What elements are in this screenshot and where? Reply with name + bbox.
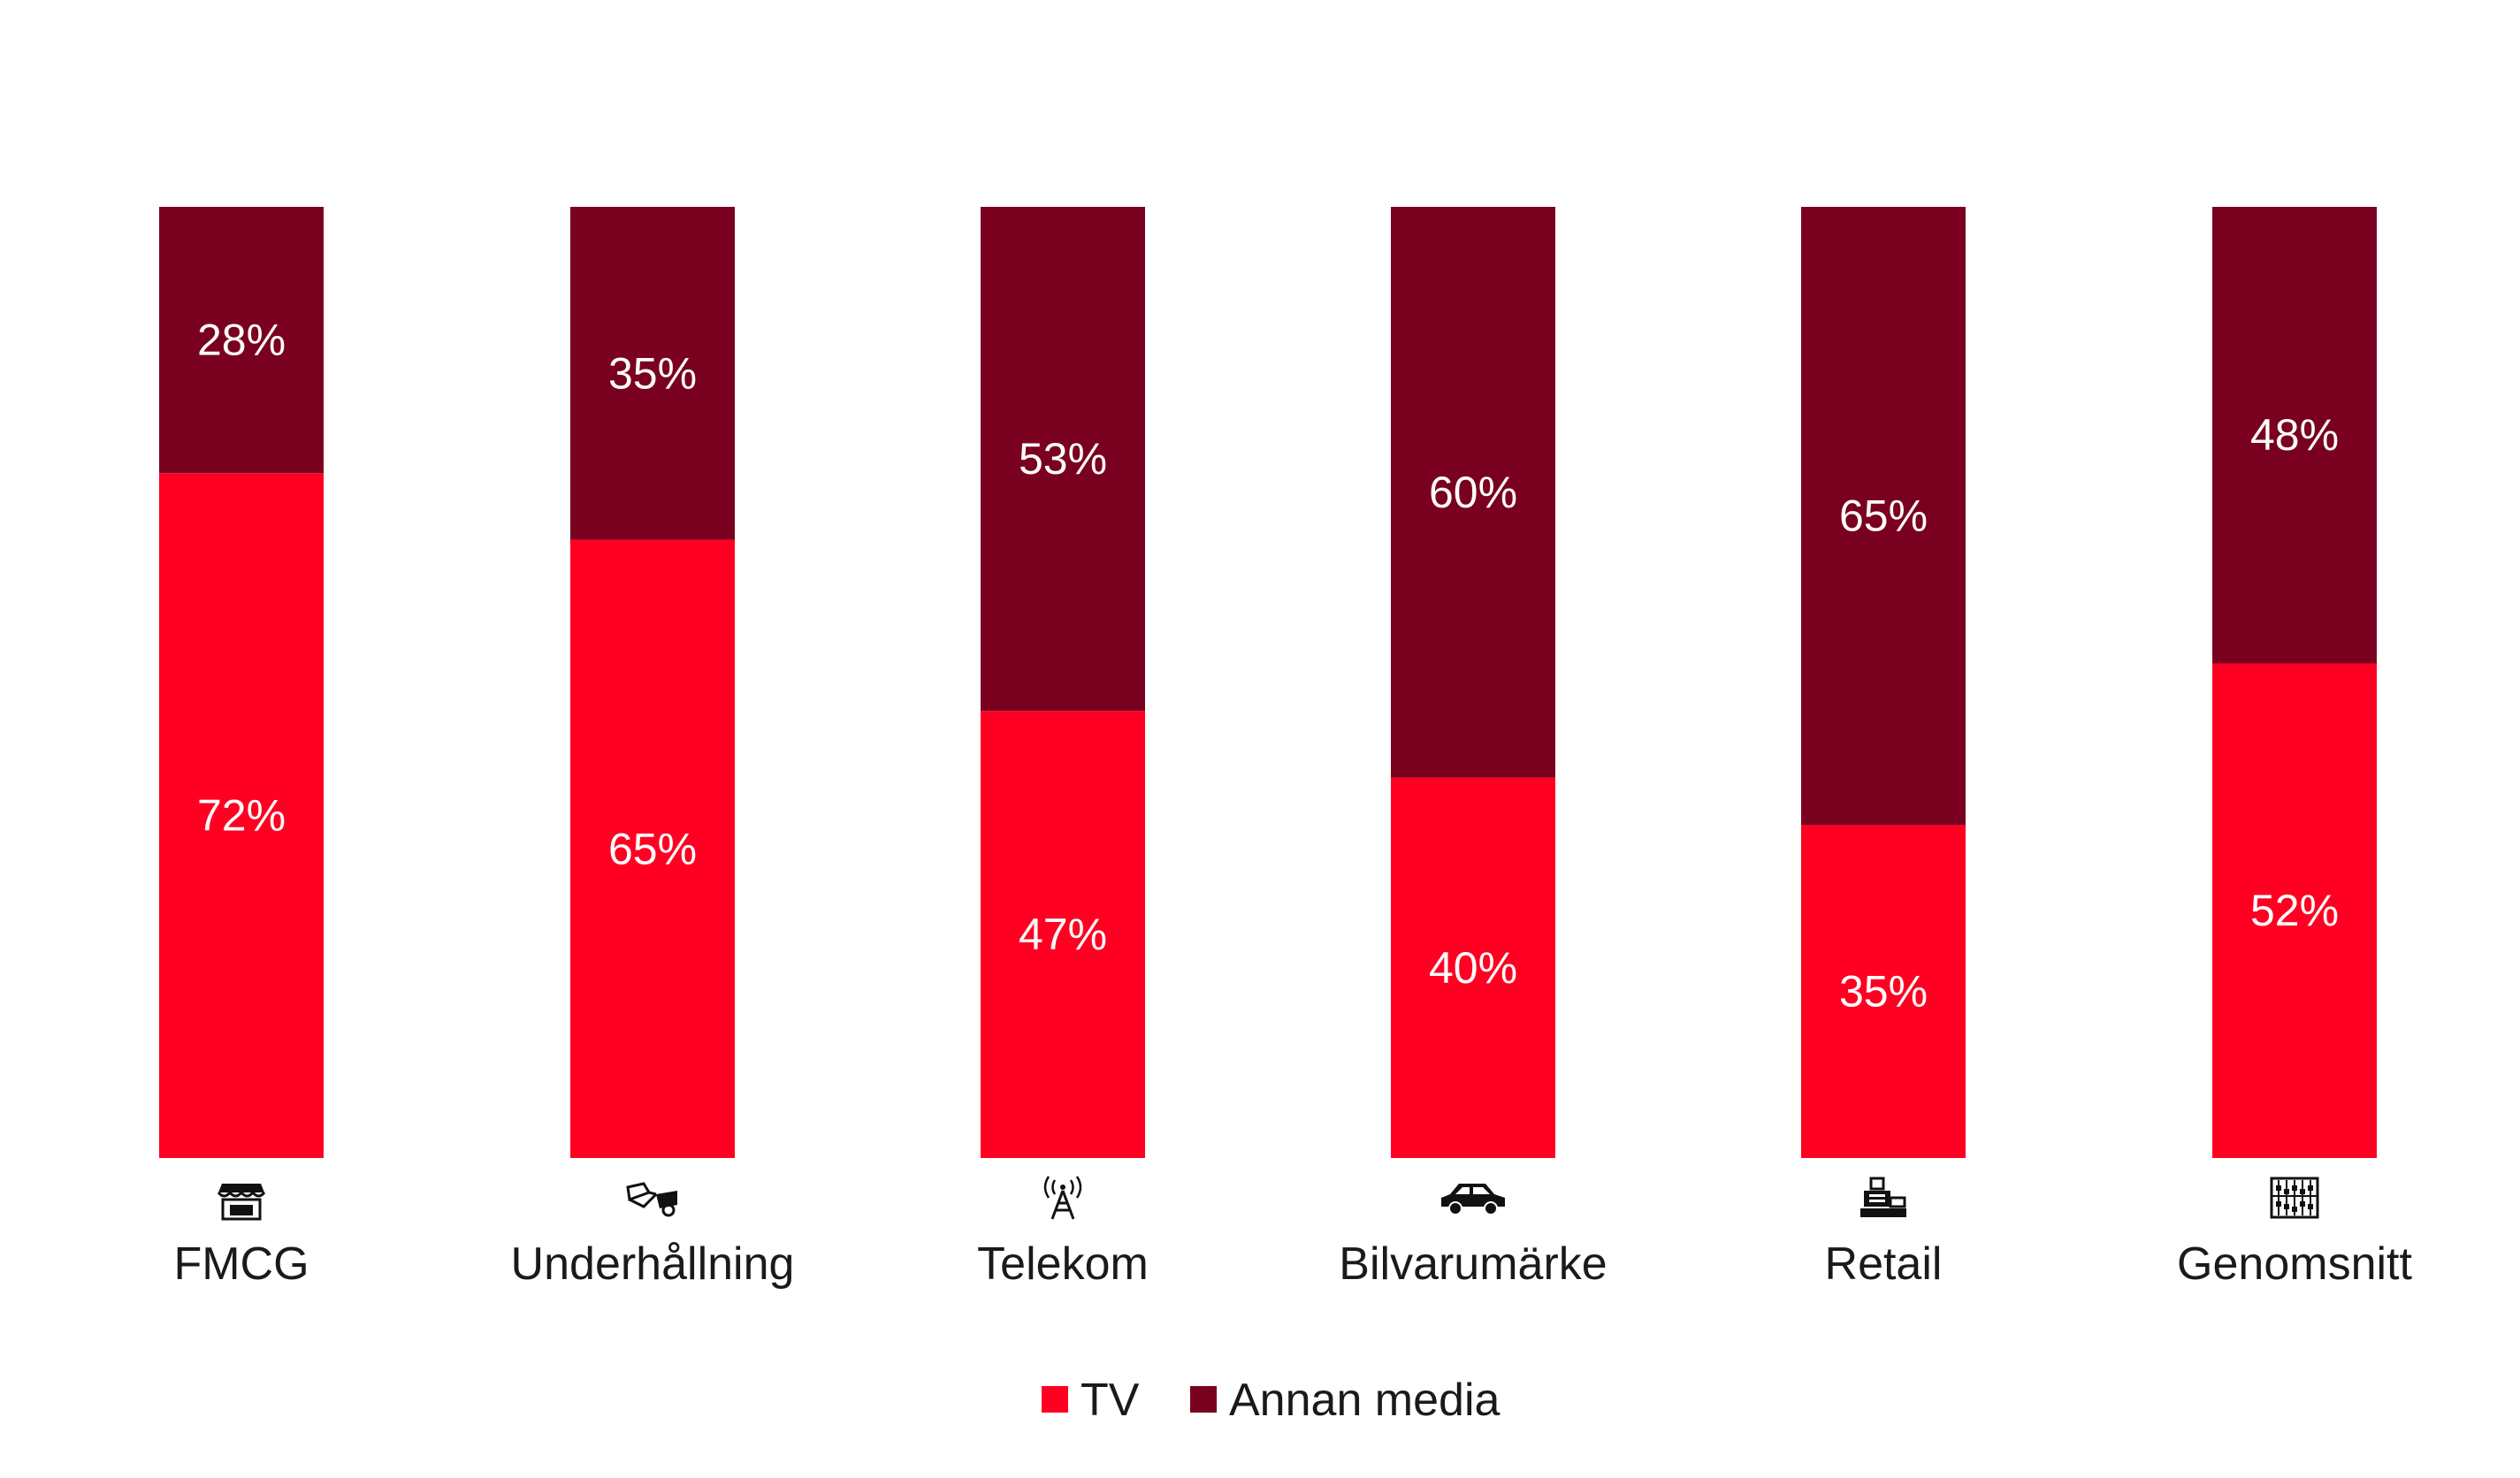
bar-segment-annan-media	[981, 207, 1145, 712]
legend: TV Annan media	[1042, 1375, 1501, 1426]
legend-label: TV	[1081, 1375, 1140, 1426]
data-label: 47%	[1019, 910, 1107, 959]
category-labels-layer: FMCG Underhållning Telekom Bilvarumärke Reta…	[173, 1238, 2412, 1290]
bar-segment-tv	[1801, 825, 1966, 1158]
store-icon	[217, 1184, 266, 1221]
cash-register-icon	[1860, 1177, 1906, 1217]
category-icons-layer	[217, 1176, 2319, 1221]
abacus-icon	[2270, 1177, 2319, 1219]
category-label: Bilvarumärke	[1339, 1238, 1607, 1290]
antenna-tower-icon	[1043, 1176, 1082, 1220]
category-label: Underhållning	[511, 1238, 795, 1290]
category-label: FMCG	[173, 1238, 309, 1290]
data-label: 48%	[2250, 410, 2339, 460]
bar-segment-annan-media	[570, 207, 735, 540]
data-label: 53%	[1019, 434, 1107, 484]
category-label: Telekom	[977, 1238, 1149, 1290]
category-label: Retail	[1825, 1238, 1943, 1290]
3d-glasses-icon	[626, 1182, 677, 1217]
data-label: 65%	[608, 824, 697, 873]
category-label: Genomsnitt	[2177, 1238, 2412, 1290]
bar-segment-tv	[2212, 663, 2377, 1158]
legend-swatch	[1042, 1386, 1068, 1413]
legend-item-annan-media: Annan media	[1190, 1375, 1501, 1426]
bar-segment-annan-media	[1391, 207, 1555, 778]
bar-segment-annan-media	[159, 207, 324, 474]
data-label: 28%	[197, 316, 286, 365]
data-label: 52%	[2250, 886, 2339, 935]
data-label: 35%	[1839, 967, 1928, 1017]
data-label: 60%	[1429, 468, 1517, 517]
bar-segment-annan-media	[1801, 207, 1966, 826]
data-label: 72%	[197, 791, 286, 841]
legend-swatch	[1190, 1386, 1217, 1413]
car-icon	[1441, 1184, 1505, 1215]
bar-segment-annan-media	[2212, 207, 2377, 664]
legend-label: Annan media	[1229, 1375, 1501, 1426]
data-label: 40%	[1429, 943, 1517, 993]
bar-segment-tv	[159, 473, 324, 1158]
data-label: 35%	[608, 348, 697, 398]
bars-layer: 72% 28% 65% 35% 47% 53% 40% 60% 35% 65% 52% 48%	[159, 207, 2377, 1158]
bar-segment-tv	[1391, 777, 1555, 1158]
data-label: 65%	[1839, 491, 1928, 541]
bar-segment-tv	[570, 539, 735, 1158]
bar-segment-tv	[981, 711, 1145, 1158]
legend-item-tv: TV	[1042, 1375, 1140, 1426]
